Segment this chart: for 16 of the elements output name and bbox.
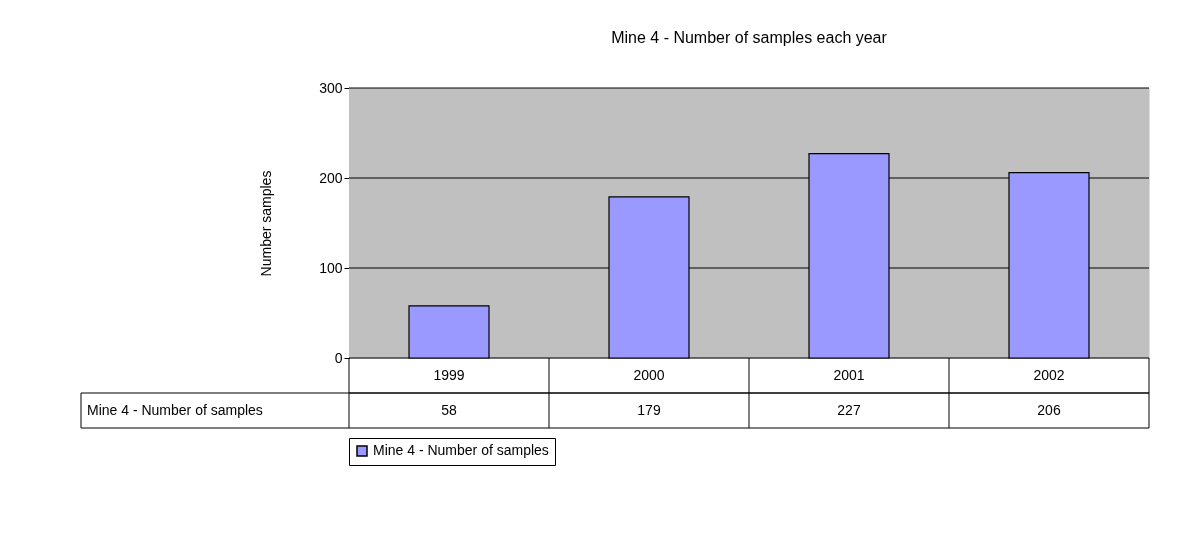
data-label: 58 bbox=[441, 402, 457, 418]
x-tick-label: 1999 bbox=[433, 367, 465, 383]
x-tick-label: 2001 bbox=[833, 367, 865, 383]
x-tick-label: 2000 bbox=[633, 367, 665, 383]
y-tick-label: 0 bbox=[334, 349, 343, 366]
data-label: 227 bbox=[837, 402, 861, 418]
chart-title: Mine 4 - Number of samples each year bbox=[611, 29, 888, 46]
data-label: 179 bbox=[637, 402, 661, 418]
text: Mine 4 - Number of samples bbox=[87, 402, 263, 418]
data-label: 206 bbox=[1037, 402, 1061, 418]
y-tick-label: 100 bbox=[319, 259, 343, 276]
y-axis-title: Number samples bbox=[258, 170, 275, 277]
y-tick-label: 200 bbox=[319, 169, 343, 186]
y-tick-label: 300 bbox=[319, 79, 343, 96]
legend-label: Mine 4 - Number of samples bbox=[373, 442, 549, 458]
x-tick-label: 2002 bbox=[1033, 367, 1065, 383]
